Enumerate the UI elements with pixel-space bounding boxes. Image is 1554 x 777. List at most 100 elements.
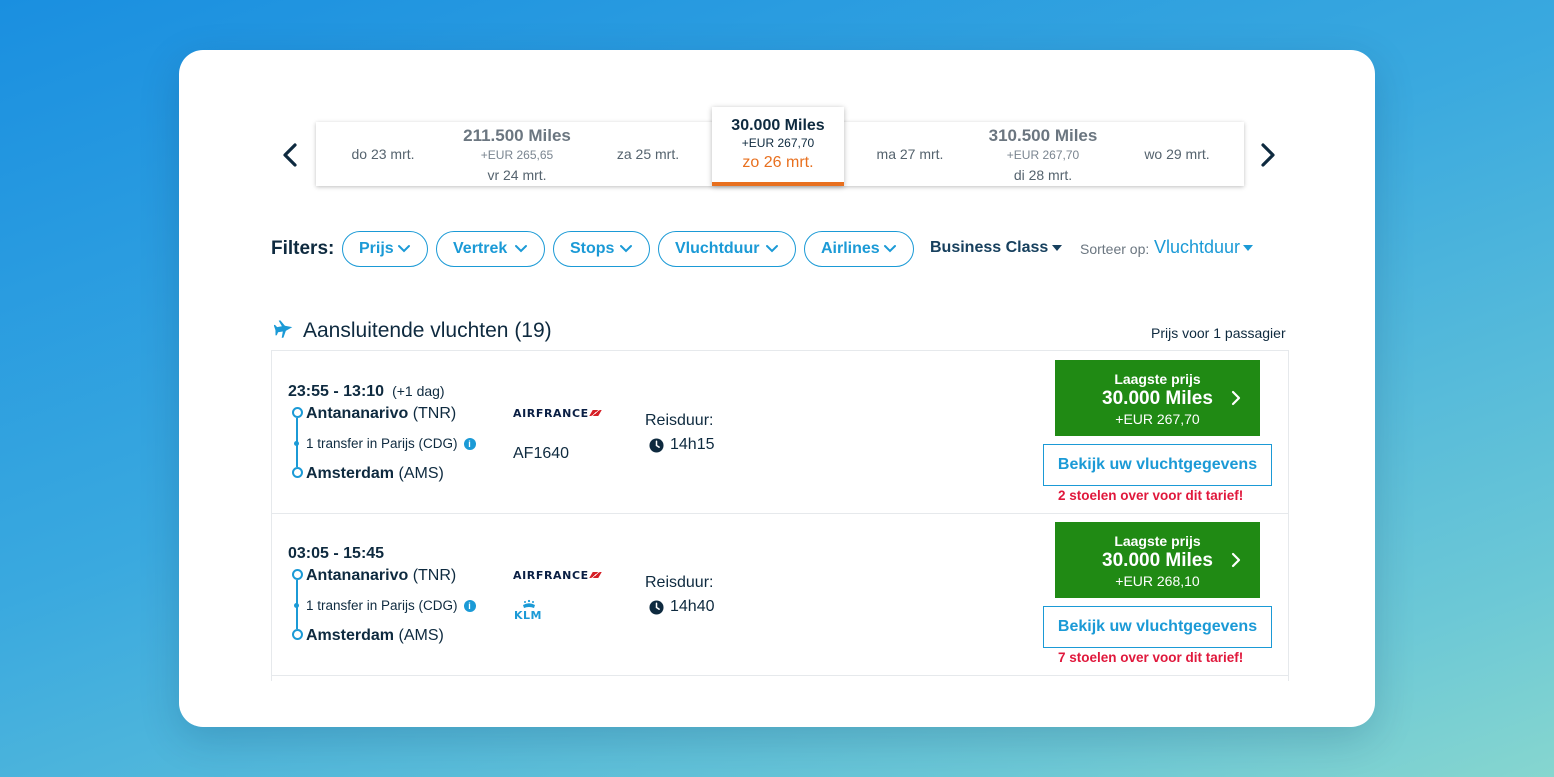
view-flight-details-button[interactable]: Bekijk uw vluchtgegevens: [1043, 444, 1272, 486]
airline-name: AIRFRANCE: [513, 407, 589, 420]
duration-value: 14h15: [649, 436, 715, 454]
flight-time-range: 23:55 - 13:10: [288, 383, 385, 400]
origin: Antananarivo (TNR): [306, 405, 456, 423]
chevron-right-icon[interactable]: [1253, 137, 1283, 173]
chevron-down-icon: [515, 245, 527, 253]
destination-city: Amsterdam: [306, 627, 395, 644]
date-day: vr 24 mrt.: [487, 166, 547, 183]
origin-code: (TNR): [412, 567, 457, 584]
date-miles: 211.500 Miles: [463, 125, 571, 145]
destination-code: (AMS): [398, 627, 444, 644]
flight-times: 23:55 - 13:10 (+1 dag): [288, 383, 445, 401]
flight-time-range: 03:05 - 15:45: [288, 545, 385, 562]
filter-prijs-button[interactable]: Prijs: [342, 231, 428, 267]
destination-dot: [292, 629, 303, 640]
transfer-info: 1 transfer in Parijs (CDG) i: [306, 598, 476, 613]
results-title: Aansluitende vluchten (19): [303, 319, 552, 342]
filter-stops-button[interactable]: Stops: [553, 231, 650, 267]
price-label: Laagste prijs: [1114, 371, 1201, 387]
date-day: di 28 mrt.: [1013, 166, 1073, 183]
destination: Amsterdam (AMS): [306, 465, 444, 483]
date-cell-28[interactable]: 310.500 Miles +EUR 267,70 di 28 mrt.: [976, 122, 1110, 186]
destination-city: Amsterdam: [306, 465, 395, 482]
duration-value: 14h40: [649, 598, 715, 616]
destination: Amsterdam (AMS): [306, 627, 444, 645]
view-flight-details-button[interactable]: Bekijk uw vluchtgegevens: [1043, 606, 1272, 648]
lowest-price-button[interactable]: Laagste prijs 30.000 Miles +EUR 268,10: [1055, 522, 1260, 598]
filter-label: Vluchtduur: [675, 240, 760, 257]
date-miles: 310.500 Miles: [988, 125, 1098, 145]
info-icon[interactable]: i: [463, 600, 476, 612]
caret-down-icon: [1052, 244, 1063, 251]
airfrance-stripe-icon: [589, 410, 602, 416]
cabin-class-label: Business Class: [930, 239, 1049, 256]
filter-vertrek-button[interactable]: Vertrek: [436, 231, 545, 267]
cabin-class-dropdown[interactable]: Business Class: [930, 239, 1063, 257]
route-line: [291, 407, 303, 478]
date-cell-25[interactable]: za 25 mrt.: [584, 122, 712, 186]
airfrance-stripe-icon: [589, 572, 602, 578]
chevron-left-icon[interactable]: [275, 137, 305, 173]
destination-dot: [292, 467, 303, 478]
filter-label: Airlines: [821, 240, 880, 257]
destination-code: (AMS): [398, 465, 444, 482]
sort-value: Vluchtduur: [1154, 237, 1241, 257]
date-miles: 30.000 Miles: [731, 117, 825, 134]
date-fee: +EUR 265,65: [480, 147, 554, 162]
date-day: do 23 mrt.: [351, 146, 415, 162]
date-fee: +EUR 267,70: [741, 136, 815, 150]
date-day: wo 29 mrt.: [1144, 146, 1210, 162]
price-miles: 30.000 Miles: [1102, 388, 1213, 409]
origin-city: Antananarivo: [306, 567, 409, 584]
chevron-down-icon: [620, 245, 632, 253]
airfrance-logo: AIRFRANCE: [513, 569, 602, 582]
seats-left-warning: 7 stoelen over voor dit tarief!: [1058, 650, 1244, 665]
sort-dropdown[interactable]: Vluchtduur: [1154, 237, 1254, 258]
transfer-label: 1 transfer in Parijs (CDG): [306, 598, 458, 613]
flight-times: 03:05 - 15:45: [288, 545, 384, 563]
price-miles: 30.000 Miles: [1102, 550, 1213, 571]
origin: Antananarivo (TNR): [306, 567, 456, 585]
price-note: Prijs voor 1 passagier: [1151, 325, 1286, 341]
filter-airlines-button[interactable]: Airlines: [804, 231, 914, 267]
date-cell-24[interactable]: 211.500 Miles +EUR 265,65 vr 24 mrt.: [450, 122, 584, 186]
flight-row: 03:05 - 15:45 Antananarivo (TNR) 1 trans…: [272, 513, 1288, 676]
date-cell-23[interactable]: do 23 mrt.: [316, 122, 450, 186]
info-icon[interactable]: i: [463, 438, 476, 450]
date-day: za 25 mrt.: [616, 146, 680, 162]
price-fee: +EUR 268,10: [1115, 573, 1200, 589]
filter-label: Vertrek: [453, 240, 508, 257]
transfer-label: 1 transfer in Parijs (CDG): [306, 436, 458, 451]
transfer-dot: [294, 441, 299, 446]
filter-vluchtduur-button[interactable]: Vluchtduur: [658, 231, 796, 267]
clock-icon: [649, 599, 664, 615]
caret-down-icon: [1243, 245, 1254, 252]
date-day: zo 26 mrt.: [742, 154, 814, 171]
chevron-down-icon: [884, 245, 896, 253]
origin-dot: [292, 407, 303, 418]
plus-day-label: (+1 dag): [392, 383, 445, 399]
route-line: [291, 569, 303, 640]
clock-icon: [649, 437, 664, 453]
duration-label: Reisduur:: [645, 412, 714, 429]
airfrance-logo: AIRFRANCE: [513, 407, 602, 420]
klm-logo: KLM: [514, 599, 542, 621]
airline-name: AIRFRANCE: [513, 569, 589, 582]
filters-label: Filters:: [271, 238, 335, 259]
airline-name: KLM: [514, 609, 542, 621]
price-fee: +EUR 267,70: [1115, 411, 1200, 427]
chevron-right-icon: [1231, 552, 1241, 568]
date-fee: +EUR 267,70: [1006, 147, 1080, 162]
origin-city: Antananarivo: [306, 405, 409, 422]
transfer-info: 1 transfer in Parijs (CDG) i: [306, 436, 476, 451]
origin-code: (TNR): [412, 405, 457, 422]
date-cell-selected[interactable]: 30.000 Miles +EUR 267,70 zo 26 mrt.: [712, 107, 844, 186]
price-label: Laagste prijs: [1114, 533, 1201, 549]
date-cell-27[interactable]: ma 27 mrt.: [844, 122, 976, 186]
chevron-right-icon: [1231, 390, 1241, 406]
duration-label: Reisduur:: [645, 574, 714, 591]
results-list: 23:55 - 13:10 (+1 dag) Antananarivo (TNR)…: [271, 350, 1289, 681]
date-cell-29[interactable]: wo 29 mrt.: [1110, 122, 1244, 186]
lowest-price-button[interactable]: Laagste prijs 30.000 Miles +EUR 267,70: [1055, 360, 1260, 436]
sort-label: Sorteer op:: [1080, 241, 1150, 257]
